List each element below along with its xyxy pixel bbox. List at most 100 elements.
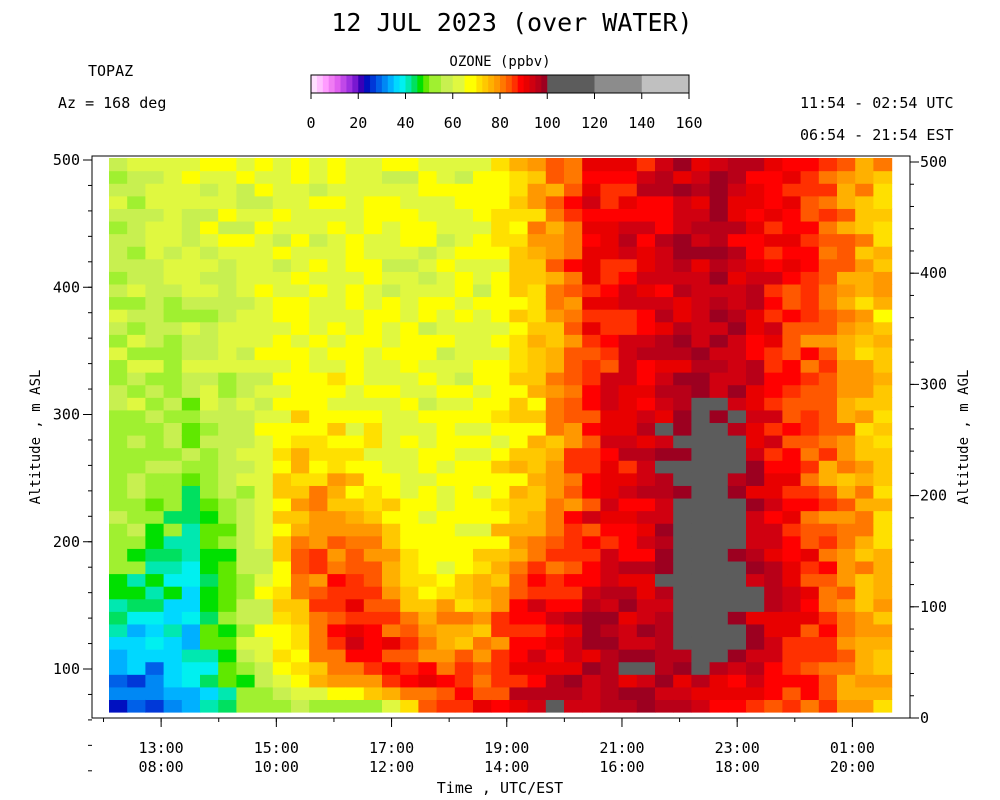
heatmap-cell [527,611,547,625]
heatmap-cell [236,346,256,361]
heatmap-cell [400,460,419,474]
heatmap-cell [564,535,583,549]
heatmap-cell [163,220,183,235]
heatmap-cell [509,573,529,587]
heatmap-cell [254,183,274,197]
heatmap-cell [491,246,510,260]
heatmap-cell [163,246,183,260]
heatmap-cell [709,246,729,260]
heatmap-cell [782,661,802,675]
heatmap-cell [800,233,820,247]
heatmap-cell [418,246,438,260]
heatmap-cell [473,636,492,650]
heatmap-cell [382,485,401,499]
heatmap-cell [309,460,328,474]
heatmap-cell [800,435,820,449]
heatmap-cell [436,523,456,537]
heatmap-cell [181,283,201,298]
heatmap-cell [545,686,565,701]
heatmap-cell [363,321,383,335]
heatmap-cell [345,623,365,638]
heatmap-cell [837,573,856,587]
heatmap-cell [855,334,874,348]
heatmap-cell [818,384,838,398]
heatmap-cell [600,195,620,209]
heatmap-cell [454,510,474,524]
heatmap-cell [163,309,183,323]
heatmap-cell [818,309,838,323]
heatmap-cell [545,372,565,386]
heatmap-cell [655,674,674,688]
heatmap-cell [181,435,201,449]
heatmap-cell [145,170,165,184]
heatmap-cell [837,170,856,184]
heatmap-cell [200,321,219,335]
heatmap-cell [163,573,183,587]
heatmap-cell [655,435,674,449]
heatmap-cell [181,422,201,436]
heatmap-cell [254,334,274,348]
colorbar-segment [381,75,389,93]
heatmap-cell [727,233,747,247]
heatmap-cell [400,422,419,436]
heatmap-cell [655,686,674,701]
heatmap-cell [564,472,583,486]
heatmap-cell [691,359,711,373]
heatmap-cell [345,422,365,436]
heatmap-cell [418,674,438,688]
heatmap-cell [400,296,419,310]
heatmap-cell [200,334,219,348]
heatmap-cell [218,636,237,650]
heatmap-cell [818,674,838,688]
heatmap-cell [691,321,711,335]
heatmap-cell [564,158,583,172]
heatmap-cell [600,334,620,348]
heatmap-cell [418,334,438,348]
heatmap-cell [545,258,565,272]
heatmap-cell [236,661,256,675]
heatmap-cell [291,611,310,625]
x-tick-label-local: 10:00 [254,758,299,776]
heatmap-cell [618,535,638,549]
heatmap-cell [291,321,310,335]
heatmap-cell [691,183,711,197]
heatmap-cell [691,170,711,184]
heatmap-cell [618,447,638,461]
colorbar-segment [334,75,342,93]
heatmap-cell [254,283,274,298]
heatmap-cell [673,397,692,411]
heatmap-cell [636,523,656,537]
heatmap-cell [200,699,219,713]
heatmap-cell [491,334,510,348]
heatmap-cell [527,485,547,499]
heatmap-cell [327,321,347,335]
heatmap-cell [545,158,565,172]
heatmap-cell [127,548,146,562]
heatmap-cell [709,485,729,499]
heatmap-cell [709,636,729,650]
heatmap-cell [545,674,565,688]
colorbar-segment [411,75,418,93]
utc-time-range: 11:54 - 02:54 UTC [800,94,954,112]
heatmap-cell [254,560,274,575]
heatmap-cell [291,472,310,486]
heatmap-cell [109,560,128,575]
heatmap-cell [527,372,547,386]
heatmap-cell [436,422,456,436]
heatmap-cell [727,183,747,197]
heatmap-cell [691,636,711,650]
heatmap-cell [436,472,456,486]
heatmap-cell [837,649,856,663]
heatmap-cell [127,560,146,575]
heatmap-cell [509,258,529,272]
heatmap-cell [218,472,237,486]
heatmap-cell [582,422,601,436]
colorbar-segment [429,75,442,93]
heatmap-cell [818,409,838,424]
colorbar-segment [452,75,466,93]
heatmap-cell [436,195,456,209]
heatmap-cell [200,573,219,587]
heatmap-cell [818,661,838,675]
heatmap-cell [600,460,620,474]
heatmap-cell [800,674,820,688]
